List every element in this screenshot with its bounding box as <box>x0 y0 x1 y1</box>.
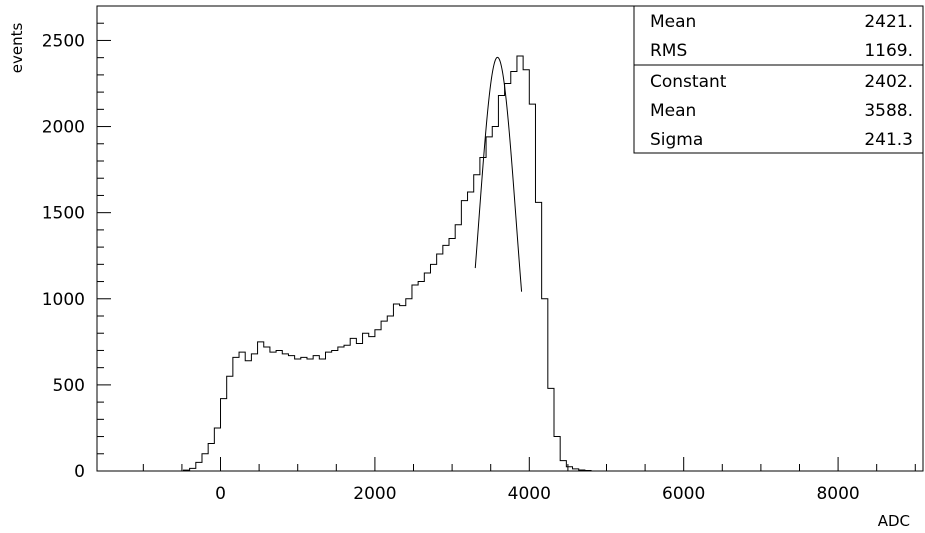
y-tick-label: 0 <box>74 462 85 482</box>
stat-label: RMS <box>650 41 687 61</box>
ticks: 0 500 1000 1500 2000 2500 0 2000 4000 6000 8000 <box>42 5 916 504</box>
y-tick-label: 1000 <box>42 290 85 310</box>
plot-frame <box>96 5 924 472</box>
x-axis-label: ADC <box>878 512 910 530</box>
fit-param-value: 2402. <box>864 72 913 92</box>
fit-param-value: 3588. <box>864 101 913 121</box>
y-tick-label: 1500 <box>42 204 85 224</box>
stats-box: Mean 2421. RMS 1169. Constant 2402. Mean 3588. S… <box>633 5 924 154</box>
x-tick-label: 6000 <box>662 484 705 504</box>
stat-value: 2421. <box>864 12 913 32</box>
histogram-outline <box>97 55 923 472</box>
x-tick-label: 2000 <box>353 484 396 504</box>
x-tick-label: 8000 <box>816 484 859 504</box>
stats-box-frame <box>633 5 924 154</box>
fit-param-label: Sigma <box>650 130 703 150</box>
y-tick-label: 2000 <box>42 118 85 138</box>
histogram-bars <box>97 55 923 472</box>
x-tick-label: 0 <box>215 484 226 504</box>
axes <box>96 5 924 472</box>
fit-param-label: Mean <box>650 101 696 121</box>
x-tick-label: 4000 <box>508 484 551 504</box>
stat-value: 1169. <box>864 41 913 61</box>
fit-param-label: Constant <box>650 72 727 92</box>
y-tick-label: 2500 <box>42 31 85 51</box>
gaussian-fit-line <box>474 56 523 292</box>
y-axis-label: events <box>8 23 26 74</box>
stat-label: Mean <box>650 12 696 32</box>
fit-param-value: 241.3 <box>864 130 913 150</box>
fit-curve <box>474 56 523 292</box>
y-tick-label: 500 <box>53 376 85 396</box>
